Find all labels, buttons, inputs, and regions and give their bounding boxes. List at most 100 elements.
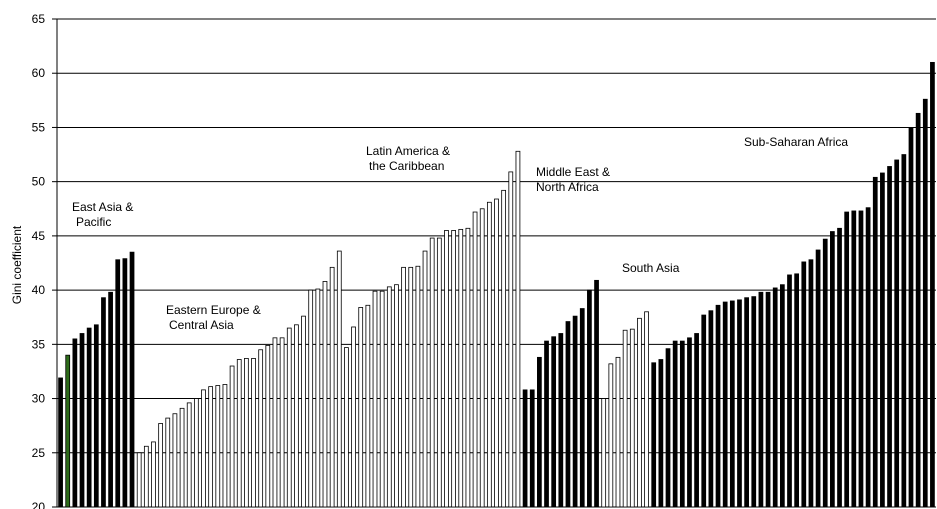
- bar: [386, 286, 392, 508]
- bar: [193, 398, 199, 508]
- bar: [401, 266, 406, 508]
- bar: [422, 250, 428, 508]
- bar: [458, 228, 464, 508]
- bar: [365, 304, 371, 508]
- bar: [922, 98, 928, 508]
- bar: [251, 358, 256, 508]
- bar: [537, 356, 542, 508]
- bar: [465, 227, 471, 508]
- bar: [872, 176, 878, 508]
- bar: [558, 333, 564, 508]
- group-label: Latin America &: [366, 144, 450, 158]
- bar: [394, 284, 399, 508]
- bar: [122, 258, 128, 508]
- bar: [687, 337, 692, 508]
- labels: East Asia &Pacific Eastern Europe &Centra…: [72, 135, 848, 332]
- bar: [815, 249, 821, 508]
- bar: [765, 291, 771, 508]
- y-tick-label: 25: [32, 446, 46, 460]
- y-tick-label: 45: [32, 229, 46, 243]
- bar: [601, 398, 607, 508]
- bar: [136, 452, 142, 508]
- bar: [301, 315, 306, 508]
- bar: [837, 227, 842, 508]
- group-label: Eastern Europe &: [166, 303, 261, 317]
- bar: [165, 417, 171, 508]
- bar: [515, 150, 521, 508]
- bar: [351, 326, 356, 508]
- bar: [244, 358, 249, 508]
- bar: [572, 315, 578, 508]
- bar: [651, 362, 657, 508]
- bar: [372, 290, 378, 508]
- bar: [344, 347, 349, 508]
- bar: [444, 230, 449, 508]
- bar: [272, 337, 278, 508]
- bar: [644, 311, 649, 508]
- bar: [72, 338, 78, 508]
- bar: [908, 127, 914, 508]
- bar: [722, 301, 728, 508]
- bar: [151, 441, 156, 508]
- bar: [794, 273, 800, 508]
- bar: [694, 333, 699, 508]
- bar: [615, 356, 621, 508]
- bar: [851, 210, 857, 508]
- bars: [58, 61, 935, 508]
- bar: [179, 407, 185, 508]
- y-tick-label: 20: [32, 500, 46, 509]
- bar: [865, 207, 871, 508]
- bar: [772, 287, 778, 508]
- bar: [501, 189, 507, 508]
- bar: [158, 423, 163, 508]
- bar: [308, 289, 314, 508]
- bar: [486, 201, 492, 508]
- bar: [672, 340, 678, 508]
- bar: [679, 340, 685, 508]
- bar: [901, 154, 907, 508]
- bar: [894, 159, 900, 508]
- bar: [608, 363, 614, 508]
- bar: [58, 377, 63, 508]
- bar: [222, 384, 228, 508]
- bar: [751, 296, 757, 508]
- bar: [479, 208, 485, 508]
- bar: [579, 308, 585, 508]
- y-tick-label: 65: [32, 12, 46, 26]
- bar: [101, 297, 106, 508]
- bar: [844, 211, 850, 508]
- bar: [336, 250, 342, 508]
- group-label: North Africa: [536, 180, 599, 194]
- bar: [279, 337, 285, 508]
- bar: [86, 327, 92, 508]
- bar: [744, 297, 749, 508]
- group-label: Sub-Saharan Africa: [744, 135, 848, 149]
- bar: [143, 445, 149, 508]
- bar: [451, 230, 456, 508]
- bar: [215, 385, 221, 508]
- bar: [930, 61, 935, 508]
- bar: [379, 290, 385, 508]
- bar: [322, 281, 328, 508]
- bar: [315, 288, 321, 508]
- y-tick-label: 40: [32, 283, 46, 297]
- bar: [715, 304, 721, 508]
- group-label: South Asia: [622, 261, 680, 275]
- bar: [915, 112, 921, 508]
- bar: [329, 266, 335, 508]
- y-tick-label: 50: [32, 175, 46, 189]
- bar: [637, 317, 642, 508]
- group-label: Middle East &: [536, 165, 610, 179]
- axes: 20 25 30 35 40 45 50 55 60 65: [32, 12, 58, 509]
- bar: [758, 291, 764, 508]
- y-tick-label: 35: [32, 337, 46, 351]
- bar: [551, 336, 557, 508]
- bar: [265, 345, 271, 508]
- bar: [229, 365, 235, 508]
- bar: [779, 284, 785, 508]
- bar: [808, 259, 814, 508]
- bar: [887, 166, 892, 508]
- bar: [108, 291, 113, 508]
- bar: [587, 289, 592, 508]
